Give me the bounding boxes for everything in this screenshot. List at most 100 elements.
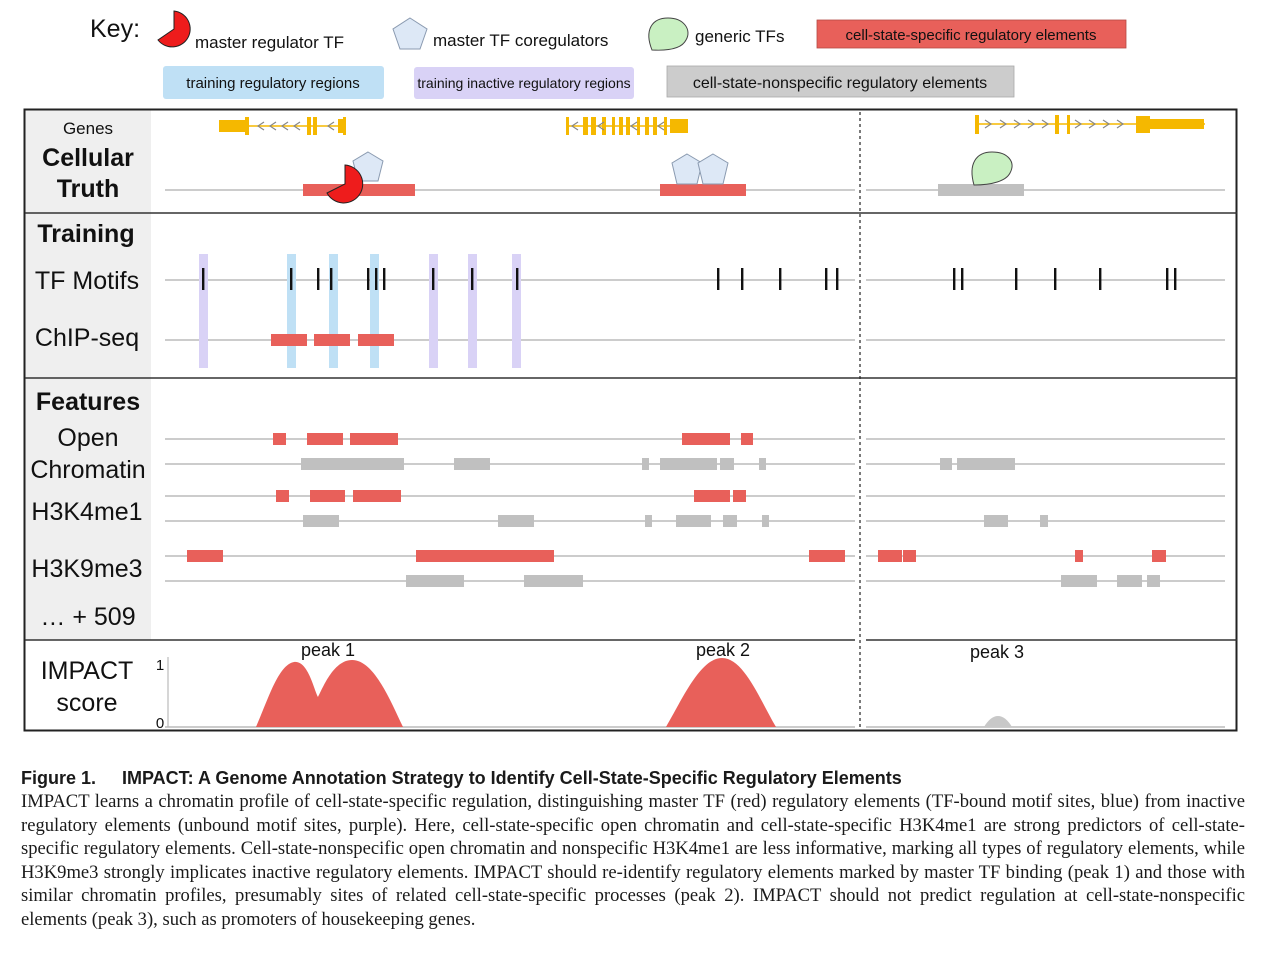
key-generic-tf-label: generic TFs: [695, 27, 784, 46]
training-inactive-region: [429, 254, 438, 368]
figure-title: IMPACT: A Genome Annotation Strategy to …: [122, 768, 902, 788]
tf-motif-site: [1015, 268, 1018, 290]
gene-1-exon: [343, 117, 346, 135]
gene-2-exon: [602, 117, 606, 135]
chipseq-peak: [271, 334, 307, 346]
open-chromatin-nonspecific-segment: [301, 458, 404, 470]
h3k9me3-nonspecific-segment: [1061, 575, 1097, 587]
gene-1-strand-arrow: [292, 121, 301, 131]
training-heading: Training: [37, 220, 134, 248]
h3k4me1-specific-segment: [353, 490, 401, 502]
gene-2-strand-arrow: [570, 121, 579, 131]
impact-diagram: Key: master regulator TF master TF coreg…: [23, 10, 1238, 732]
tf-motif-site: [779, 268, 782, 290]
figure-number: Figure 1.: [21, 768, 97, 788]
gene-3-strand-arrow: [1088, 119, 1097, 129]
genes-label: Genes: [63, 119, 113, 138]
generic-tf-icon: [648, 17, 689, 51]
gene-1-strand-arrow: [326, 121, 335, 131]
more-features-label: … + 509: [40, 603, 135, 631]
caption-title: Figure 1. IMPACT: A Genome Annotation Str…: [21, 766, 1245, 790]
key-inactive-regions-swatch: [414, 67, 634, 99]
tf-motif-site: [741, 268, 744, 290]
training-regulatory-region: [329, 254, 338, 368]
h3k4me1-nonspecific-segment: [645, 515, 652, 527]
training-regulatory-region: [287, 254, 296, 368]
gene-1-exon: [219, 120, 248, 132]
gene-3-exon: [975, 115, 979, 134]
open-chromatin-specific-segment: [741, 433, 753, 445]
gene-3-exon: [1136, 116, 1150, 133]
gene-3-exon: [1055, 115, 1059, 134]
generic-tf-bound-icon: [971, 151, 1013, 186]
h3k4me1-nonspecific-segment: [762, 515, 769, 527]
gene-3-strand-arrow: [999, 119, 1008, 129]
open-chromatin-label-2: Chromatin: [30, 456, 145, 484]
features-heading: Features: [36, 388, 140, 416]
h3k9me3-specific-segment: [416, 550, 554, 562]
tf-motif-site: [367, 268, 370, 290]
gene-1-exon: [338, 119, 344, 133]
open-chromatin-nonspecific-segment: [940, 458, 952, 470]
figure-caption: Figure 1. IMPACT: A Genome Annotation Str…: [21, 766, 1245, 932]
impact-label-2: score: [56, 689, 117, 717]
open-chromatin-nonspecific-segment: [642, 458, 649, 470]
open-chromatin-label: Open: [57, 424, 118, 452]
peak-2-label: peak 2: [696, 640, 750, 660]
cellular-truth-label-2: Truth: [57, 175, 120, 203]
tf-motif-site: [290, 268, 293, 290]
tf-motif-site: [825, 268, 828, 290]
gene-3-strand-arrow: [984, 119, 993, 129]
key-training-regions-label: training regulatory regions: [186, 75, 359, 92]
tf-motif-site: [1054, 268, 1057, 290]
h3k9me3-specific-segment: [878, 550, 902, 562]
gene-2-strand-arrow: [656, 121, 665, 131]
tf-motif-site: [516, 268, 519, 290]
gene-1-strand-arrow: [280, 121, 289, 131]
open-chromatin-specific-segment: [273, 433, 286, 445]
gene-2-exon: [626, 117, 630, 135]
h3k9me3-nonspecific-segment: [406, 575, 464, 587]
master-tf-coregulator-icon: [392, 17, 428, 50]
open-chromatin-nonspecific-segment: [759, 458, 766, 470]
tf-motif-site: [961, 268, 964, 290]
tf-motif-site: [471, 268, 474, 290]
h3k9me3-specific-segment: [903, 550, 916, 562]
h3k9me3-specific-segment: [1075, 550, 1083, 562]
gene-2-exon: [583, 117, 588, 135]
h3k4me1-nonspecific-segment: [984, 515, 1008, 527]
gene-1-exon: [245, 117, 249, 135]
coregulator-icon-1: [352, 151, 384, 182]
gene-2-exon: [612, 117, 615, 135]
key-nonspecific-elements-label: cell-state-nonspecific regulatory elemen…: [693, 75, 987, 92]
key-nonspecific-elements-swatch: [666, 65, 1015, 98]
gene-2-exon: [637, 117, 640, 135]
open-chromatin-nonspecific-segment: [957, 458, 1015, 470]
h3k4me1-specific-segment: [276, 490, 289, 502]
gene-3-strand-arrow: [1041, 119, 1050, 129]
nonspecific-element-3: [938, 184, 1024, 196]
key-coregulator-label: master TF coregulators: [433, 31, 608, 50]
gene-2-exon: [664, 117, 667, 135]
gene-3-exon: [1067, 115, 1070, 134]
gene-3-exon: [1148, 119, 1204, 129]
chipseq-peak: [314, 334, 350, 346]
feature-tracks: [187, 433, 1166, 587]
key-title: Key:: [90, 15, 140, 43]
chipseq-label: ChIP-seq: [35, 324, 139, 352]
tf-motif-site: [202, 268, 205, 290]
key-master-regulator-label: master regulator TF: [195, 33, 344, 52]
h3k4me1-specific-segment: [733, 490, 746, 502]
master-regulator-tf-icon: [157, 10, 191, 48]
gene-track: [219, 115, 1205, 135]
training-regulatory-region: [370, 254, 379, 368]
score-axis-max: 1: [156, 657, 164, 674]
score-axis: 1 0: [156, 657, 169, 732]
training-inactive-region: [468, 254, 477, 368]
h3k9me3-label: H3K9me3: [31, 555, 142, 583]
tf-motif-site: [1099, 268, 1102, 290]
key-specific-elements-label: cell-state-specific regulatory elements: [846, 27, 1097, 44]
score-axis-min: 0: [156, 715, 164, 732]
h3k4me1-specific-segment: [310, 490, 345, 502]
coregulator-icon-2: [671, 153, 703, 185]
